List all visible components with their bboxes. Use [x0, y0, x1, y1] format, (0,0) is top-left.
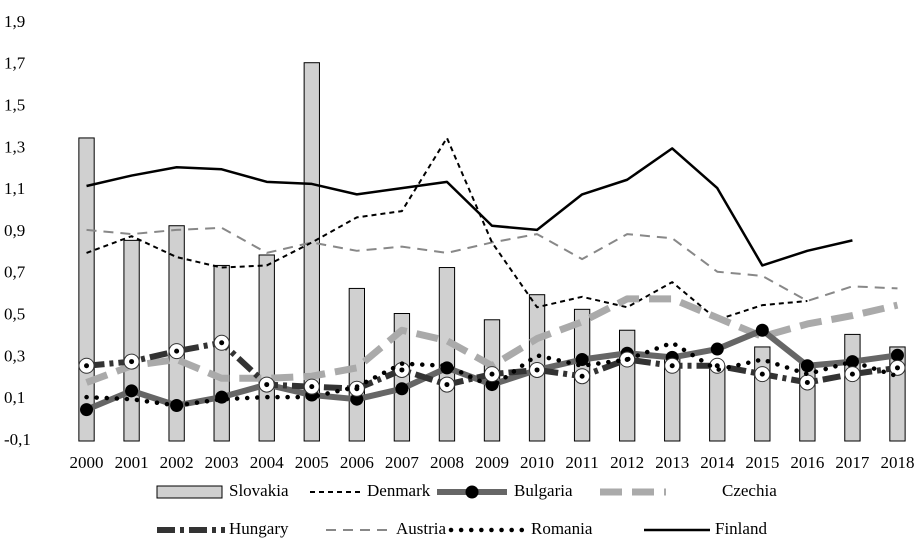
legend-label: Romania [531, 519, 593, 538]
marker-center [219, 340, 225, 346]
marker-center [444, 382, 450, 388]
x-tick-label: 2017 [835, 453, 870, 472]
y-tick-label: 0,9 [4, 221, 25, 240]
marker-center [669, 363, 675, 369]
line-czechia [85, 295, 899, 386]
legend-swatch [156, 485, 223, 499]
y-tick-label: 1,5 [4, 96, 25, 115]
y-tick-label: 1,9 [4, 12, 25, 31]
x-tick-label: 2006 [340, 453, 374, 472]
x-tick-label: 2014 [700, 453, 735, 472]
marker-center [489, 371, 495, 377]
x-tick-label: 2010 [520, 453, 554, 472]
bar [348, 287, 366, 442]
marker [890, 348, 904, 362]
legend-label: Slovakia [229, 481, 289, 500]
x-tick-label: 2018 [880, 453, 914, 472]
marker-center [579, 373, 585, 379]
marker [395, 382, 409, 396]
marker-center [714, 363, 720, 369]
marker-center [84, 363, 90, 369]
x-tick-label: 2005 [295, 453, 329, 472]
legend-label: Denmark [367, 481, 431, 500]
marker-center [534, 367, 540, 373]
y-tick-label: 1,3 [4, 137, 25, 156]
x-tick-label: 2009 [475, 453, 509, 472]
bar [168, 225, 185, 442]
x-tick-label: 2007 [385, 453, 420, 472]
y-tick-label: 0,5 [4, 305, 25, 324]
y-tick-label: 1,1 [4, 179, 25, 198]
x-tick-label: 2003 [205, 453, 239, 472]
x-tick-label: 2011 [565, 453, 598, 472]
marker-center [399, 367, 405, 373]
bar [709, 365, 726, 442]
x-tick-label: 2016 [790, 453, 824, 472]
x-tick-label: 2015 [745, 453, 779, 472]
legend-label: Bulgaria [514, 481, 573, 500]
y-tick-label: 0,7 [4, 263, 26, 282]
y-tick-label: 1,7 [4, 54, 26, 73]
marker-center [894, 365, 900, 371]
marker-center [264, 382, 270, 388]
y-tick-label: 0,1 [4, 388, 25, 407]
y-tick-label: -0,1 [4, 430, 31, 449]
marker-center [129, 359, 135, 365]
x-tick-label: 2012 [610, 453, 644, 472]
x-tick-label: 2002 [160, 453, 194, 472]
marker-center [849, 371, 855, 377]
legend-label: Czechia [722, 481, 777, 500]
line-austria [86, 226, 898, 302]
legend-label: Hungary [229, 519, 289, 538]
marker-center [309, 384, 315, 390]
y-tick-label: 0,3 [4, 346, 25, 365]
x-tick-label: 2008 [430, 453, 464, 472]
marker [845, 355, 859, 369]
marker-center [804, 379, 810, 385]
marker [800, 359, 814, 373]
x-tick-label: 2013 [655, 453, 689, 472]
marker [125, 384, 139, 398]
bar [844, 333, 861, 442]
legend-label: Austria [396, 519, 447, 538]
legend-marker [465, 485, 479, 499]
line-finland [86, 147, 853, 267]
marker [710, 342, 724, 356]
marker-center [174, 348, 180, 354]
x-tick-label: 2000 [70, 453, 104, 472]
marker [80, 403, 94, 417]
bar [213, 264, 230, 442]
x-tick-label: 2004 [250, 453, 285, 472]
line-denmark [86, 136, 808, 321]
x-tick-label: 2001 [115, 453, 149, 472]
bar [303, 62, 320, 442]
marker [755, 323, 769, 337]
legend-label: Finland [715, 519, 767, 538]
bar [438, 267, 456, 442]
marker-center [759, 371, 765, 377]
bar [258, 254, 275, 442]
bar [123, 239, 140, 442]
